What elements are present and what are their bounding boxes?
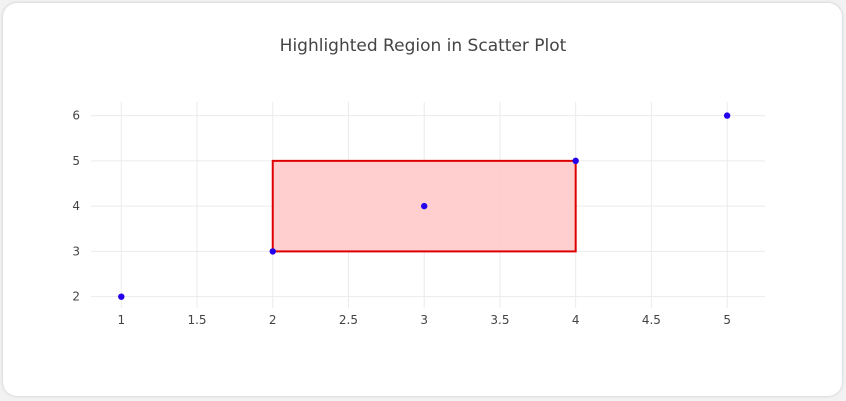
y-tick-label: 2 xyxy=(72,290,80,304)
x-tick-label: 3.5 xyxy=(490,313,509,327)
points-layer xyxy=(118,112,731,300)
y-tick-label: 3 xyxy=(72,244,80,258)
scatter-point[interactable] xyxy=(572,157,579,165)
x-tick-label: 4.5 xyxy=(642,313,661,327)
x-tick-label: 3 xyxy=(420,313,428,327)
tick-labels-layer: 1 1.5 2 2.5 3 3.5 4 4.5 5 2 3 4 5 6 xyxy=(72,109,731,327)
y-tick-label: 6 xyxy=(72,109,80,123)
chart-title: Highlighted Region in Scatter Plot xyxy=(279,36,567,56)
y-tick-label: 5 xyxy=(72,154,80,168)
y-tick-label: 4 xyxy=(72,199,80,213)
x-tick-label: 5 xyxy=(723,313,731,327)
scatter-point[interactable] xyxy=(269,248,276,255)
x-tick-label: 2.5 xyxy=(339,313,358,327)
scatter-point[interactable] xyxy=(723,112,731,119)
x-tick-label: 2 xyxy=(269,313,277,327)
x-tick-label: 1.5 xyxy=(187,313,206,327)
x-tick-label: 1 xyxy=(117,313,125,327)
scatter-point[interactable] xyxy=(118,293,125,300)
x-tick-label: 4 xyxy=(572,313,580,327)
scatter-point[interactable] xyxy=(421,202,428,210)
